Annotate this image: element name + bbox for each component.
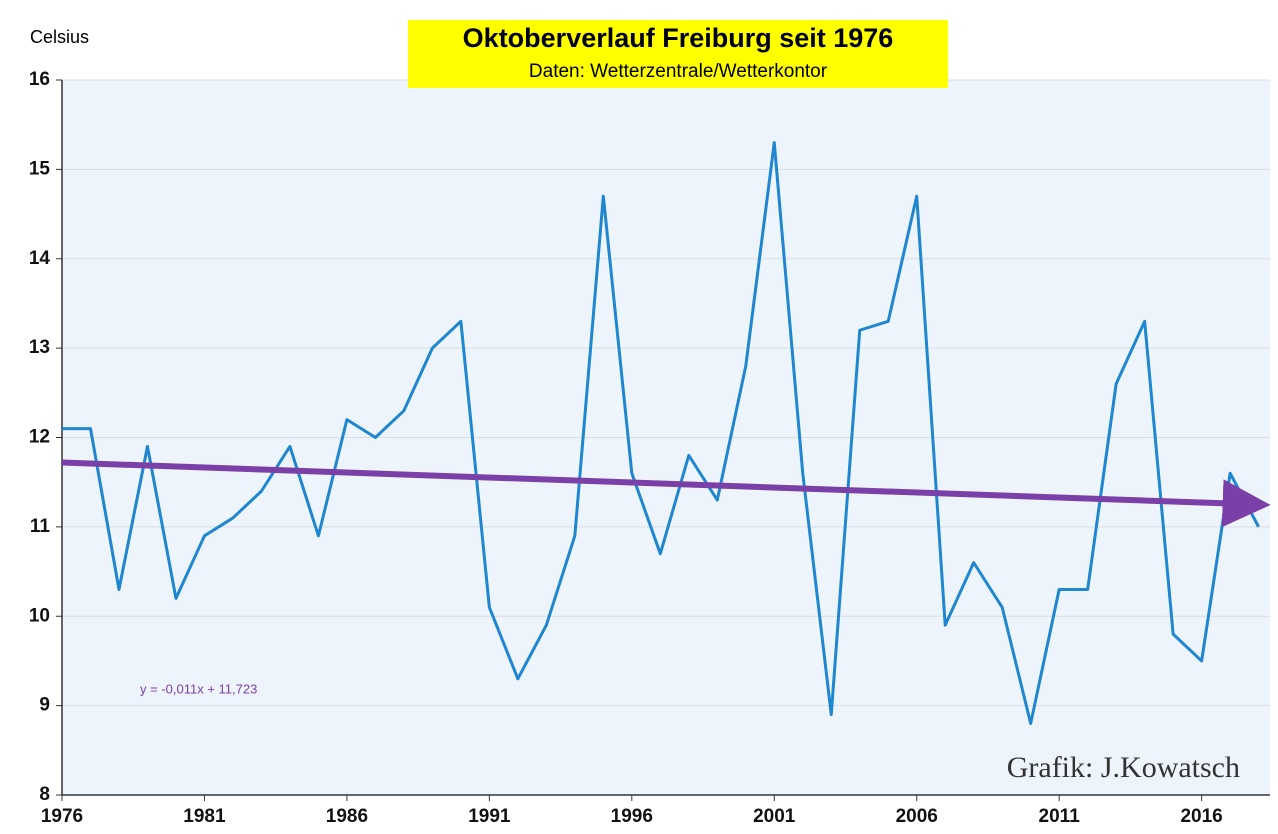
y-tick-label: 14 bbox=[29, 248, 51, 269]
y-tick-label: 10 bbox=[29, 605, 50, 626]
x-tick-label: 2006 bbox=[896, 806, 938, 827]
data-line bbox=[62, 141, 1260, 725]
y-tick-label: 11 bbox=[30, 516, 51, 537]
trend-line bbox=[61, 459, 1271, 528]
y-tick-label: 12 bbox=[29, 427, 50, 448]
annotation: Grafik: J.Kowatsch bbox=[1007, 751, 1240, 784]
y-tick-label: 9 bbox=[39, 695, 50, 716]
x-tick-label: 2016 bbox=[1180, 806, 1222, 827]
y-tick-label: 8 bbox=[39, 784, 50, 805]
x-tick-label: 1991 bbox=[468, 806, 511, 827]
y-tick-label: 16 bbox=[29, 69, 50, 90]
chart-subtitle: Daten: Wetterzentrale/Wetterkontor bbox=[529, 61, 828, 82]
title-box bbox=[408, 20, 948, 88]
x-tick-label: 1981 bbox=[183, 806, 226, 827]
y-axis-label: Celsius bbox=[30, 27, 89, 47]
x-tick-label: 1986 bbox=[326, 806, 368, 827]
y-tick-label: 13 bbox=[29, 337, 50, 358]
chart-title: Oktoberverlauf Freiburg seit 1976 bbox=[463, 23, 894, 53]
y-tick-label: 15 bbox=[29, 158, 51, 179]
x-tick-label: 1976 bbox=[41, 806, 83, 827]
x-tick-label: 2001 bbox=[753, 806, 796, 827]
equation: y = -0,011x + 11,723 bbox=[140, 681, 257, 696]
x-tick-label: 2011 bbox=[1039, 806, 1081, 827]
x-tick-label: 1996 bbox=[611, 806, 653, 827]
